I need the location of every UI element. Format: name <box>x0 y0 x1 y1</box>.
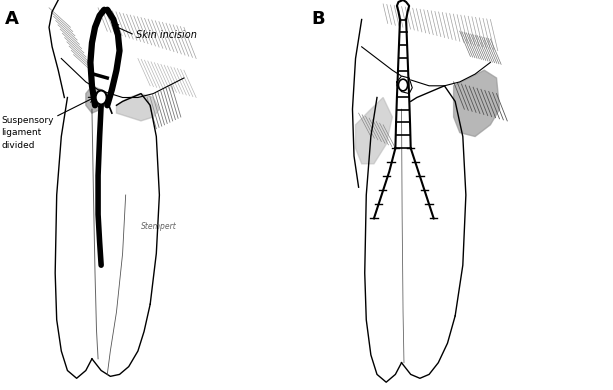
Text: Stempert: Stempert <box>141 222 177 231</box>
Text: Suspensory
ligament
divided: Suspensory ligament divided <box>2 115 54 150</box>
Polygon shape <box>454 70 500 136</box>
Polygon shape <box>86 86 107 113</box>
Circle shape <box>96 90 107 105</box>
Text: Skin incision: Skin incision <box>137 30 197 40</box>
Polygon shape <box>397 76 412 94</box>
Polygon shape <box>356 98 392 164</box>
Polygon shape <box>116 94 159 121</box>
Text: A: A <box>5 10 18 28</box>
Text: B: B <box>311 10 325 28</box>
Circle shape <box>398 79 408 91</box>
